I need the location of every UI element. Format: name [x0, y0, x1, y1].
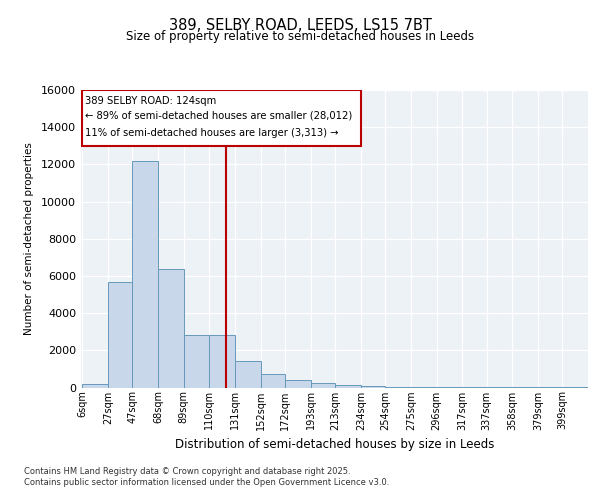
Bar — [133, 160, 158, 388]
Bar — [184, 336, 209, 388]
Y-axis label: Number of semi-detached properties: Number of semi-detached properties — [24, 142, 34, 335]
Text: Size of property relative to semi-detached houses in Leeds: Size of property relative to semi-detach… — [126, 30, 474, 43]
Bar — [209, 336, 235, 388]
Bar — [82, 90, 361, 146]
Bar — [311, 384, 335, 388]
Text: Contains public sector information licensed under the Open Government Licence v3: Contains public sector information licen… — [24, 478, 389, 487]
Bar — [235, 362, 260, 388]
Text: Contains HM Land Registry data © Crown copyright and database right 2025.: Contains HM Land Registry data © Crown c… — [24, 467, 350, 476]
Text: ← 89% of semi-detached houses are smaller (28,012): ← 89% of semi-detached houses are smalle… — [85, 110, 352, 120]
X-axis label: Distribution of semi-detached houses by size in Leeds: Distribution of semi-detached houses by … — [175, 438, 494, 451]
Text: 389, SELBY ROAD, LEEDS, LS15 7BT: 389, SELBY ROAD, LEEDS, LS15 7BT — [169, 18, 431, 32]
Bar — [108, 282, 133, 388]
Bar — [158, 268, 184, 388]
Bar — [385, 387, 411, 388]
Bar — [285, 380, 311, 388]
Text: 389 SELBY ROAD: 124sqm: 389 SELBY ROAD: 124sqm — [85, 96, 216, 106]
Bar — [260, 374, 285, 388]
Bar — [361, 386, 385, 388]
Bar — [82, 384, 108, 388]
Text: 11% of semi-detached houses are larger (3,313) →: 11% of semi-detached houses are larger (… — [85, 128, 338, 138]
Bar — [335, 385, 361, 388]
